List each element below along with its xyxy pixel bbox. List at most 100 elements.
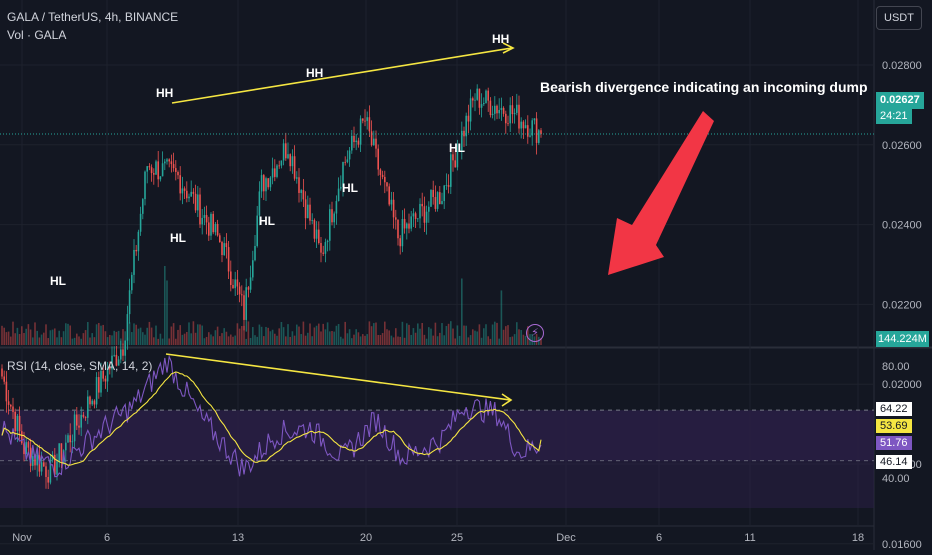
candle-body: [49, 459, 52, 483]
volume-label[interactable]: Vol · GALA: [7, 28, 67, 42]
candle-body: [256, 215, 258, 246]
candle: [285, 132, 287, 161]
candle: [461, 121, 463, 160]
volume-bar: [425, 338, 428, 345]
candle: [412, 208, 415, 227]
time-tick-label: 13: [232, 532, 244, 544]
candle: [331, 201, 333, 226]
candle: [21, 424, 23, 445]
volume-bar: [43, 332, 45, 345]
candle: [478, 88, 481, 115]
volume-bar: [10, 336, 12, 345]
candle: [454, 150, 456, 168]
symbol-title[interactable]: GALA / TetherUS, 4h, BINANCE: [7, 10, 179, 24]
candle-body: [357, 140, 360, 145]
rsi-label[interactable]: RSI (14, close, SMA, 14, 2): [7, 359, 153, 373]
volume-bar: [54, 328, 56, 345]
currency-button[interactable]: USDT: [876, 6, 922, 30]
candle-body: [128, 290, 131, 315]
volume-bar: [355, 329, 357, 345]
volume-bar: [260, 326, 263, 345]
volume-bar: [447, 323, 450, 345]
volume-bar: [401, 321, 404, 345]
candle: [183, 186, 186, 199]
volume-bar: [124, 331, 126, 345]
candle: [337, 177, 340, 202]
volume-bar: [7, 331, 10, 345]
candle-body: [322, 252, 324, 254]
candle: [166, 157, 168, 165]
candle: [104, 375, 107, 389]
candle: [370, 120, 373, 147]
candle-body: [80, 414, 82, 428]
candle-body: [120, 349, 122, 360]
volume-bar: [106, 337, 109, 345]
volume-bar: [29, 329, 32, 345]
volume-bar: [111, 335, 113, 345]
volume-bar: [172, 323, 175, 345]
candle: [315, 221, 318, 248]
candle-body: [23, 443, 25, 455]
candle-body: [366, 117, 368, 121]
candle: [102, 365, 104, 382]
candle-body: [527, 125, 529, 137]
candle-body: [214, 223, 217, 233]
volume-bar: [205, 336, 208, 345]
candle: [406, 222, 408, 240]
volume-bar: [359, 336, 362, 345]
candle: [467, 104, 470, 133]
volume-bar: [518, 329, 520, 345]
candle-body: [432, 189, 434, 198]
candle: [276, 163, 278, 179]
candle: [463, 126, 465, 147]
volume-bar: [175, 338, 177, 345]
candle-body: [148, 166, 151, 168]
candle-body: [170, 161, 173, 165]
candle-body: [216, 223, 219, 236]
candle-body: [436, 192, 439, 209]
volume-bar: [280, 321, 283, 345]
candle-body: [5, 381, 8, 402]
volume-bar: [188, 322, 190, 345]
candle-body: [157, 161, 159, 180]
candle-body: [311, 220, 313, 221]
candle-body: [124, 340, 126, 356]
candle: [423, 196, 426, 232]
candle-body: [159, 176, 162, 180]
volume-bar: [439, 332, 441, 345]
candle: [45, 462, 47, 489]
rsi-upper-badge: 64.22: [876, 402, 912, 416]
candle: [212, 210, 214, 235]
candle: [403, 208, 406, 234]
volume-bar: [335, 325, 338, 345]
candle: [533, 118, 536, 125]
candle: [364, 109, 366, 127]
pattern-label-hh: HH: [156, 86, 174, 100]
candle-body: [201, 217, 203, 225]
candle-body: [461, 130, 463, 151]
volume-bar: [155, 325, 157, 345]
candle-body: [379, 169, 382, 175]
candle-body: [524, 125, 527, 129]
time-tick-label: 20: [360, 532, 372, 544]
candle-body: [335, 201, 338, 214]
candle-body: [47, 477, 49, 483]
candle-body: [102, 370, 104, 379]
annotation-text[interactable]: Bearish divergence indicating an incomin…: [540, 79, 868, 95]
candle: [78, 414, 80, 435]
candle-body: [480, 104, 483, 108]
volume-bar: [461, 278, 463, 345]
candle: [157, 150, 159, 188]
candle: [236, 270, 239, 296]
candle-body: [516, 104, 518, 113]
volume-bar: [89, 337, 91, 345]
candle-body: [199, 194, 201, 225]
candle: [100, 362, 102, 397]
lightning-icon[interactable]: ⚡: [526, 324, 544, 342]
candle: [219, 233, 221, 243]
volume-bar: [100, 325, 102, 345]
candle-body: [271, 168, 274, 178]
volume-bar: [450, 321, 452, 345]
